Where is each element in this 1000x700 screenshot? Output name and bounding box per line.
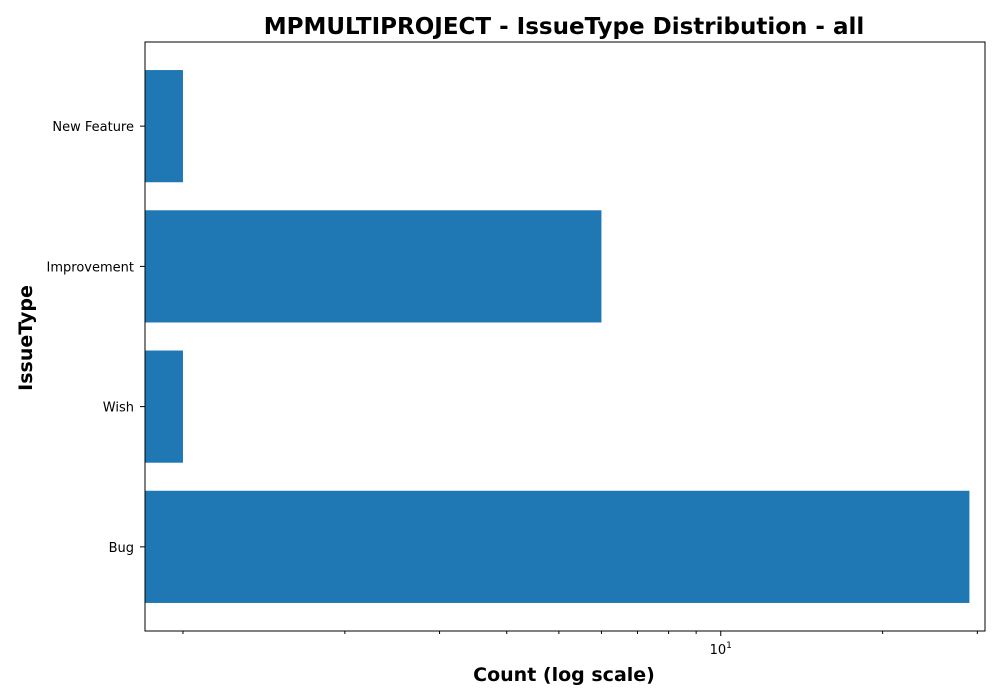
bar-improvement — [145, 210, 602, 323]
y-tick-label-wish: Wish — [103, 401, 134, 416]
plot-frame — [144, 41, 986, 632]
y-axis-label: IssueType — [15, 285, 37, 391]
y-tick-label-bug: Bug — [109, 541, 134, 556]
x-axis-ticks: 101 — [182, 631, 978, 658]
y-tick-label-improvement: Improvement — [47, 260, 134, 275]
bar-wish — [145, 350, 183, 463]
y-axis-ticks: Bug Wish Improvement New Feature — [47, 120, 145, 556]
x-axis-label: Count (log scale) — [473, 664, 655, 686]
bar-bug — [145, 490, 970, 603]
chart-title: MPMULTIPROJECT - IssueType Distribution … — [264, 14, 864, 40]
x-tick-label: 101 — [710, 641, 732, 658]
bars-group — [145, 70, 970, 603]
y-tick-label-new-feature: New Feature — [52, 120, 134, 135]
bar-new-feature — [145, 70, 183, 183]
